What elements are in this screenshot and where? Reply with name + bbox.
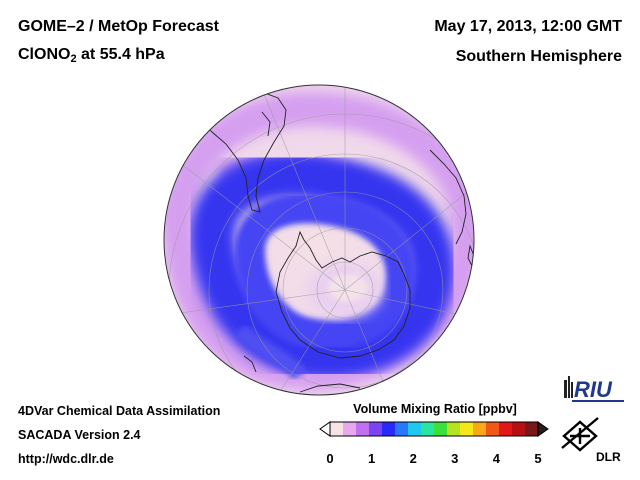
footer-method: 4DVar Chemical Data Assimilation [18,404,221,418]
colorbar-segment [473,422,487,436]
blue-tail [234,324,307,381]
footer-version: SACADA Version 2.4 [18,428,141,442]
colorbar-tick-label: 4 [493,451,501,466]
colorbar-tick-label: 1 [368,451,375,466]
riu-logo: RIU [564,376,624,402]
colorbar-segment [369,422,383,436]
colorbar-tick-label: 5 [534,451,541,466]
colorbar-frame [329,421,539,437]
nz-coast [243,355,257,373]
riu-logo-text: RIU [574,377,613,402]
colorbar-segment [421,422,435,436]
colorbar-segment [525,422,539,436]
south-america-coast-2 [261,111,271,137]
colorbar-segment [460,422,474,436]
antarctica-coast [275,230,411,359]
colorbar-segment [395,422,409,436]
species-subscript: 2 [70,53,77,65]
colorbar-min-arrow [319,421,331,437]
colorbar-segment [499,422,513,436]
product-title: GOME–2 / MetOp Forecast [18,18,219,35]
footer-url: http://wdc.dlr.de [18,452,114,466]
colorbar-segment [486,422,500,436]
forecast-datetime: May 17, 2013, 12:00 GMT [434,18,622,35]
dlr-logo-icon [561,417,599,452]
colorbar-segment [382,422,396,436]
blue-vortex-core [234,193,416,350]
riu-tower-icon [564,380,567,398]
colorbar-title: Volume Mixing Ratio [ppbv] [353,402,517,416]
colorbar-segment [330,422,344,436]
colorbar-segment [343,422,357,436]
colorbar-segment [408,422,422,436]
australia-coast [299,383,361,393]
colorbar-tick-label: 2 [410,451,417,466]
colorbar-segment [434,422,448,436]
colorbar-max-arrow [537,421,549,437]
dlr-logo-text: DLR [596,450,621,464]
outer-violet-band [164,91,474,390]
colorbar-tick-label: 0 [326,451,333,466]
colorbar: 0 1 2 3 4 5 [319,421,549,466]
colorbar-segment [512,422,526,436]
globe-outline [163,84,475,396]
region-label: Southern Hemisphere [455,48,622,65]
africa-coast [429,149,467,245]
species-title: ClONO2 at 55.4 hPa [18,46,165,65]
colorbar-segment [356,422,370,436]
colorbar-tick-label: 3 [451,451,458,466]
graticule [164,85,474,395]
species-name: ClONO [18,46,71,63]
blue-vortex-ring [189,152,455,379]
species-level: at 55.4 hPa [76,46,165,63]
colorbar-segment [447,422,461,436]
